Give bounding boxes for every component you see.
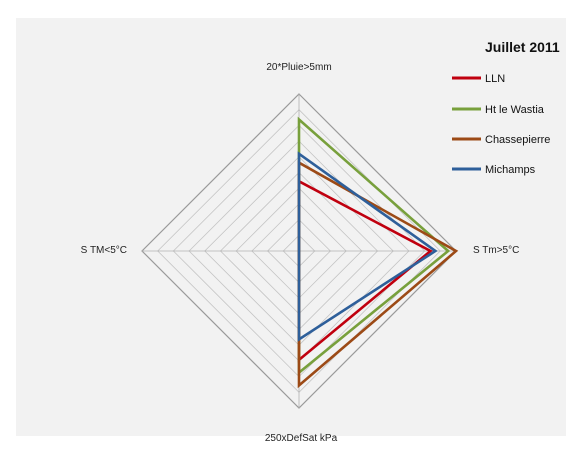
legend: LLN Ht le Wastia Chassepierre Michamps bbox=[452, 73, 550, 176]
axis-label-left: S TM<5°C bbox=[81, 245, 127, 256]
radar-series bbox=[297, 116, 459, 389]
series-line-michamps bbox=[297, 151, 438, 342]
legend-label-michamps: Michamps bbox=[485, 164, 536, 176]
legend-label-chassepierre: Chassepierre bbox=[485, 134, 550, 146]
legend-label-lln: LLN bbox=[485, 73, 505, 85]
plot-area bbox=[16, 18, 566, 436]
chart-title: Juillet 2011 bbox=[485, 39, 560, 55]
axis-label-bottom: 250xDefSat kPa bbox=[265, 433, 338, 444]
legend-label-ht-le-wastia: Ht le Wastia bbox=[485, 104, 545, 116]
series-line-ht-le-wastia bbox=[297, 116, 451, 376]
axis-label-right: S Tm>5°C bbox=[473, 245, 519, 256]
axis-label-top: 20*Pluie>5mm bbox=[266, 62, 331, 73]
